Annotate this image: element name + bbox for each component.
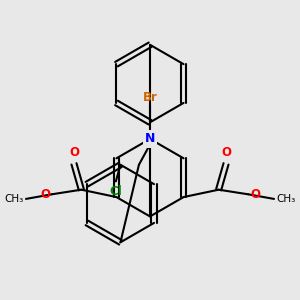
Text: O: O <box>221 146 231 159</box>
Text: O: O <box>250 188 260 201</box>
Text: N: N <box>145 132 155 146</box>
Text: CH₃: CH₃ <box>277 194 296 204</box>
Text: O: O <box>69 146 79 159</box>
Text: Cl: Cl <box>110 185 122 198</box>
Text: Br: Br <box>142 91 158 104</box>
Text: CH₃: CH₃ <box>4 194 23 204</box>
Text: O: O <box>40 188 50 201</box>
